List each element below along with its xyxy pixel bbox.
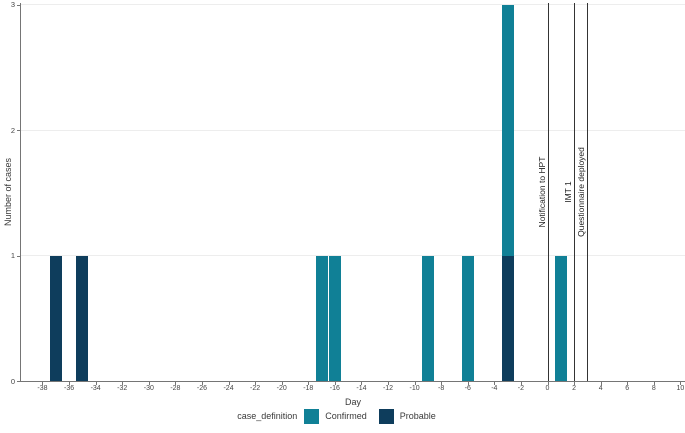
event-label-1: IMT 1 <box>563 181 574 203</box>
x-tickmark--8 <box>441 382 443 385</box>
x-axis-line <box>20 381 685 382</box>
x-tickmark-2 <box>574 382 576 385</box>
x-tickmark--32 <box>122 382 124 385</box>
legend-title: case_definition <box>237 411 298 421</box>
x-tick-label--30: -30 <box>143 385 154 392</box>
bar-day-9-confirmed <box>421 255 434 381</box>
x-tick-label--8: -8 <box>438 385 445 392</box>
x-tick-label--10: -10 <box>409 385 420 392</box>
event-line-1 <box>574 3 576 381</box>
x-tick-label-8: 8 <box>651 385 656 392</box>
legend: case_definition Confirmed Probable <box>0 407 685 425</box>
x-tick-label--22: -22 <box>250 385 261 392</box>
x-tick-label--12: -12 <box>382 385 394 392</box>
x-tickmark--12 <box>388 382 390 385</box>
x-tickmark--34 <box>95 382 97 385</box>
x-tickmark--10 <box>414 382 416 385</box>
x-tickmark--26 <box>201 382 203 385</box>
x-tickmark--2 <box>520 382 522 385</box>
gridline-y2 <box>21 129 685 131</box>
x-tickmark--30 <box>148 382 150 385</box>
x-tickmark--6 <box>467 382 469 385</box>
x-tick-label--26: -26 <box>196 385 208 392</box>
x-tick-label--24: -24 <box>223 385 234 392</box>
x-tick-label-2: 2 <box>572 385 577 392</box>
y-tickmark-2 <box>17 130 20 132</box>
y-axis-title: Number of cases <box>3 157 13 227</box>
bar-day-6-confirmed <box>461 255 474 381</box>
x-tick-label--32: -32 <box>117 385 128 392</box>
y-tickmark-1 <box>17 255 20 257</box>
x-tickmark--36 <box>69 382 71 385</box>
x-tickmark-8 <box>653 382 655 385</box>
x-tick-label--18: -18 <box>303 385 314 392</box>
legend-swatch-confirmed <box>304 408 320 424</box>
x-tick-label--28: -28 <box>170 385 181 392</box>
y-tickmark-0 <box>17 381 20 382</box>
x-tick-label--16: -16 <box>329 385 340 392</box>
x-tickmark--22 <box>255 382 257 385</box>
x-tickmark--38 <box>42 382 44 385</box>
x-tick-label-10: 10 <box>676 385 685 392</box>
x-tick-label--34: -34 <box>90 385 101 392</box>
x-tick-label-6: 6 <box>625 385 630 392</box>
event-line-0 <box>547 3 549 381</box>
x-tick-label--2: -2 <box>517 385 525 392</box>
y-tick-label-1: 1 <box>10 251 15 261</box>
y-tick-label-3: 3 <box>10 0 15 10</box>
x-tickmark--28 <box>175 382 177 385</box>
x-tickmark--16 <box>334 382 336 385</box>
legend-swatch-probable <box>378 408 394 424</box>
x-tickmark-0 <box>547 382 549 385</box>
bar-day-3-confirmed <box>501 4 514 256</box>
x-tickmark-4 <box>600 382 602 385</box>
event-line-2 <box>587 3 589 381</box>
y-tick-label-0: 0 <box>10 376 15 386</box>
x-tick-label--20: -20 <box>276 385 287 392</box>
bar-day-3-probable <box>501 255 514 381</box>
x-tickmark--24 <box>228 382 230 385</box>
x-tickmark--18 <box>308 382 310 385</box>
event-label-2: Questionnaire deployed <box>576 147 587 237</box>
x-tick-label--38: -38 <box>37 385 48 392</box>
bar-day-16-confirmed <box>328 255 341 381</box>
bar-day-35-probable <box>76 255 89 381</box>
x-tick-label--6: -6 <box>464 385 471 392</box>
x-tickmark-6 <box>627 382 629 385</box>
x-tickmark--14 <box>361 382 363 385</box>
bar-day1-confirmed <box>554 255 567 381</box>
gridline-y1 <box>21 255 685 257</box>
x-tickmark-10 <box>680 382 682 385</box>
x-tick-label--4: -4 <box>491 385 498 392</box>
y-axis-line <box>20 3 21 381</box>
x-tick-label--36: -36 <box>63 385 75 392</box>
legend-label-probable: Probable <box>399 411 436 421</box>
x-tick-label-4: 4 <box>598 385 603 392</box>
x-tick-label--14: -14 <box>356 385 367 392</box>
x-tick-label-0: 0 <box>545 385 550 392</box>
gridline-y3 <box>21 4 685 6</box>
bar-day-37-probable <box>49 255 62 381</box>
x-tickmark--4 <box>494 382 496 385</box>
x-tickmark--20 <box>281 382 283 385</box>
x-axis-title: Day <box>344 397 361 407</box>
y-tick-label-2: 2 <box>10 125 15 135</box>
event-label-0: Notification to HPT <box>536 156 547 228</box>
legend-label-confirmed: Confirmed <box>325 411 367 421</box>
bar-day-17-confirmed <box>315 255 328 381</box>
y-tickmark-3 <box>17 4 20 6</box>
